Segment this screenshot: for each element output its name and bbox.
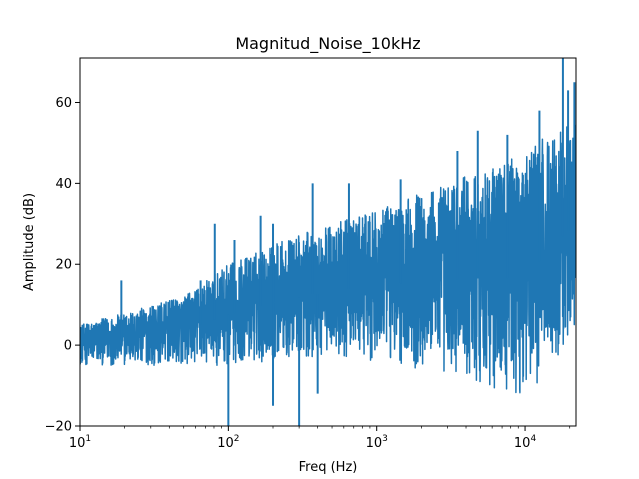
plot-frame <box>79 57 577 427</box>
tick-layer: 101 102 103 104 −20 0 20 40 60 <box>45 96 571 451</box>
y-tick-label: −20 <box>45 420 72 435</box>
y-tick-label: 20 <box>55 258 72 273</box>
x-tick-label: 104 <box>514 434 537 451</box>
series-noise-line <box>80 124 576 394</box>
y-tick-label: 40 <box>55 177 72 192</box>
y-tick-label: 60 <box>55 96 72 111</box>
x-tick-label: 103 <box>366 434 388 451</box>
y-axis-label: Amplitude (dB) <box>22 193 37 291</box>
series-layer <box>80 58 576 426</box>
x-tick-label: 101 <box>69 434 91 451</box>
x-tick-label: 102 <box>217 434 239 451</box>
y-tick-label: 0 <box>64 339 72 354</box>
x-axis-label: Freq (Hz) <box>299 460 358 475</box>
chart-title: Magnitud_Noise_10kHz <box>235 34 420 54</box>
